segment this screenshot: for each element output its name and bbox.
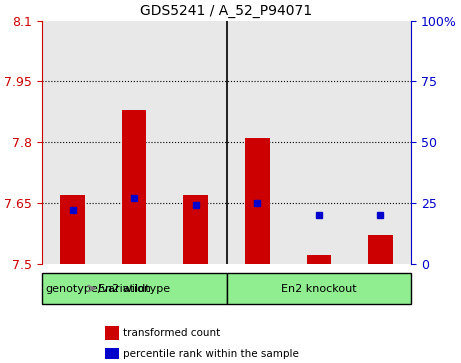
Text: En2 wildtype: En2 wildtype [98,284,170,294]
Bar [42,21,103,264]
Bar [288,21,349,264]
Bar [349,21,411,264]
Bar [60,195,85,264]
Bar [245,138,270,264]
Text: percentile rank within the sample: percentile rank within the sample [123,349,299,359]
Bar [105,348,119,359]
FancyBboxPatch shape [226,273,411,305]
Text: transformed count: transformed count [123,328,220,338]
Bar [183,195,208,264]
Title: GDS5241 / A_52_P94071: GDS5241 / A_52_P94071 [141,4,313,18]
FancyBboxPatch shape [42,273,226,305]
Text: genotype/variation: genotype/variation [46,284,152,294]
Bar [105,326,119,340]
Bar [122,110,147,264]
Text: En2 knockout: En2 knockout [281,284,357,294]
Bar [103,21,165,264]
Bar [165,21,226,264]
Bar [368,235,393,264]
Bar [307,256,331,264]
Bar [226,21,288,264]
